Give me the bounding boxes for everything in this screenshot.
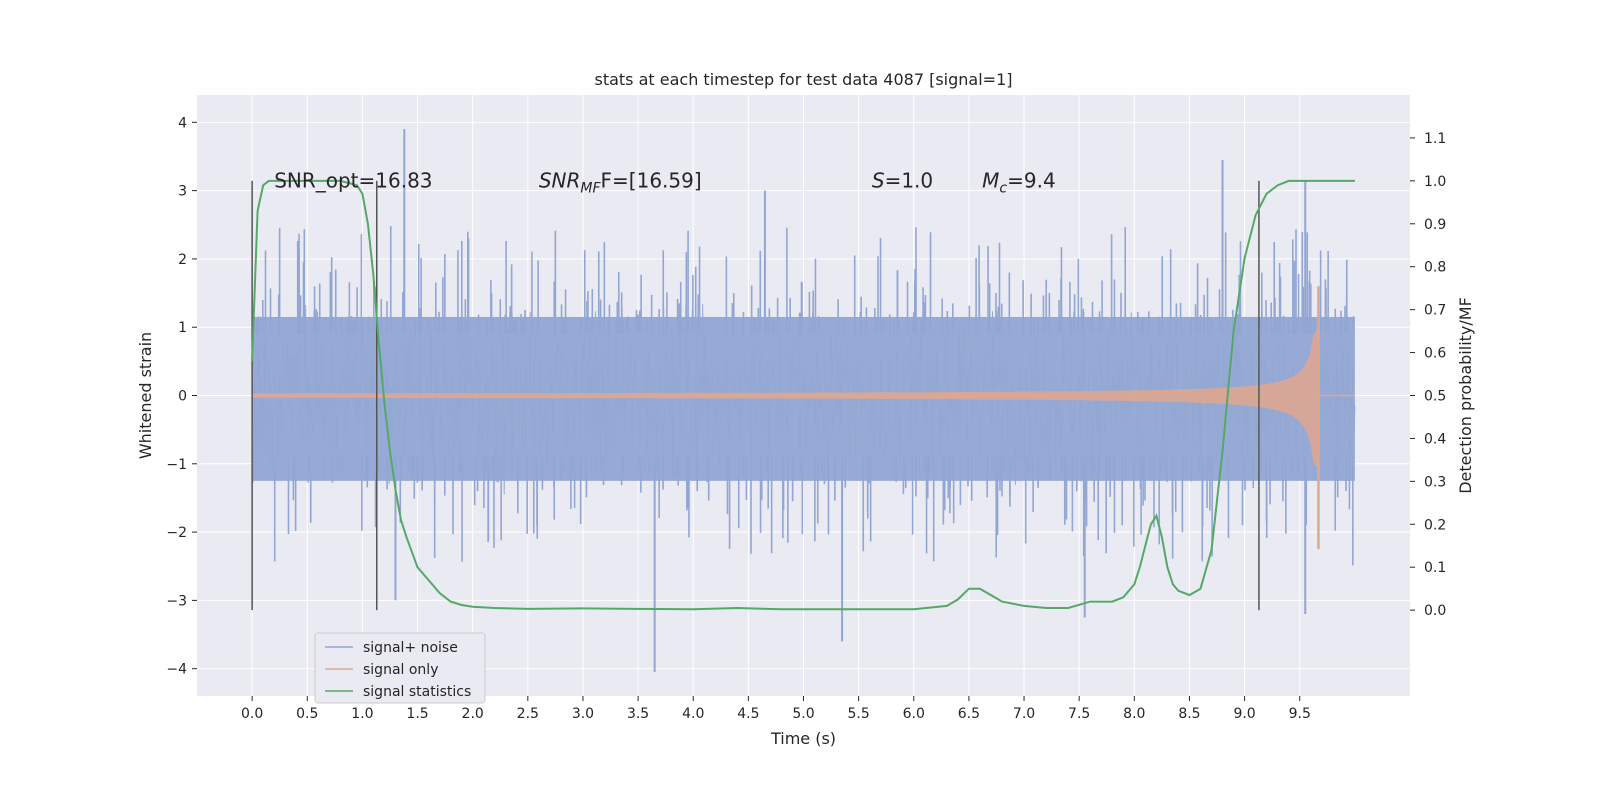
legend-label-signal-noise: signal+ noise — [363, 640, 458, 656]
y-right-tick-label: 0.7 — [1424, 303, 1446, 319]
y-tick-label: 4 — [178, 115, 187, 131]
annotation-s: S=1.0 — [872, 169, 933, 193]
x-tick-label: 5.5 — [848, 706, 870, 722]
signal-only-envelope — [252, 330, 1319, 467]
y-tick-label: 0 — [178, 389, 187, 405]
x-tick-label: 9.0 — [1233, 706, 1255, 722]
y-tick-label: −2 — [166, 525, 187, 541]
y-right-tick-label: 0.4 — [1424, 431, 1446, 447]
x-tick-label: 5.0 — [792, 706, 814, 722]
x-tick-label: 8.5 — [1178, 706, 1200, 722]
x-tick-label: 3.5 — [627, 706, 649, 722]
x-tick-label: 0.0 — [241, 706, 263, 722]
vertical-markers — [251, 180, 1260, 611]
y-tick-label: 2 — [178, 252, 187, 268]
y-right-tick-label: 0.5 — [1424, 389, 1446, 405]
chart-title: stats at each timestep for test data 408… — [594, 70, 1012, 89]
x-tick-label: 4.5 — [737, 706, 759, 722]
x-tick-label: 6.0 — [903, 706, 925, 722]
snr-mf-name: SNR — [539, 169, 581, 193]
y-right-tick-label: 1.0 — [1424, 174, 1446, 190]
x-tick-label: 6.5 — [958, 706, 980, 722]
y-tick-label: 3 — [178, 184, 187, 200]
y-tick-label: −4 — [166, 662, 187, 678]
y-right-tick-label: 0.0 — [1424, 603, 1446, 619]
x-tick-label: 3.0 — [572, 706, 594, 722]
snr-mf-subscript: MF — [580, 181, 601, 197]
series-signal-noise — [251, 129, 1356, 673]
legend-label-signal-only: signal only — [363, 662, 438, 678]
y-tick-label: −1 — [166, 457, 187, 473]
x-tick-label: 8.0 — [1123, 706, 1145, 722]
y-tick-label: 1 — [178, 320, 187, 336]
y-right-tick-label: 0.2 — [1424, 517, 1446, 533]
x-tick-label: 0.5 — [296, 706, 318, 722]
x-tick-label: 7.5 — [1068, 706, 1090, 722]
legend: signal+ noise signal only signal statist… — [314, 632, 486, 704]
annotation-snr-opt: SNR_opt=16.83 — [274, 169, 432, 193]
x-tick-label: 2.5 — [517, 706, 539, 722]
x-tick-label: 1.5 — [406, 706, 428, 722]
x-tick-label: 2.0 — [462, 706, 484, 722]
x-axis-label: Time (s) — [770, 729, 836, 748]
y-right-tick-label: 0.1 — [1424, 560, 1446, 576]
legend-box — [314, 632, 486, 704]
s-name: S — [872, 169, 885, 193]
axis-ticks: 0.0 0.5 1.0 1.5 2.0 2.5 3.0 3.5 4.0 4.5 5.0 5.5 6.0 6… — [166, 115, 1446, 722]
series-signal-statistics — [251, 179, 1355, 611]
y-right-tick-label: 1.1 — [1424, 131, 1446, 147]
y-right-tick-label: 0.9 — [1424, 217, 1446, 233]
series-signal-only — [252, 286, 1355, 550]
y-right-tick-label: 0.6 — [1424, 346, 1446, 362]
s-value: =1.0 — [885, 169, 934, 193]
x-tick-label: 1.0 — [351, 706, 373, 722]
mc-value: =9.4 — [1007, 169, 1056, 193]
annotation-mc: Mc=9.4 — [982, 169, 1056, 197]
y-right-tick-label: 0.8 — [1424, 260, 1446, 276]
signal-statistics-line — [251, 179, 1355, 611]
snr-mf-value: F=[16.59] — [601, 169, 702, 193]
y-axis-label: Whitened strain — [136, 332, 155, 459]
annotation-snr-mf: SNRMFF=[16.59] — [539, 169, 702, 197]
x-tick-label: 7.0 — [1013, 706, 1035, 722]
mc-subscript: c — [999, 181, 1007, 197]
mc-name: M — [982, 169, 999, 193]
legend-label-signal-statistics: signal statistics — [363, 684, 471, 700]
y-axis-right-label: Detection probability/MF — [1456, 297, 1475, 494]
x-tick-label: 4.0 — [682, 706, 704, 722]
y-right-tick-label: 0.3 — [1424, 474, 1446, 490]
y-tick-label: −3 — [166, 593, 187, 609]
x-tick-label: 9.5 — [1289, 706, 1311, 722]
